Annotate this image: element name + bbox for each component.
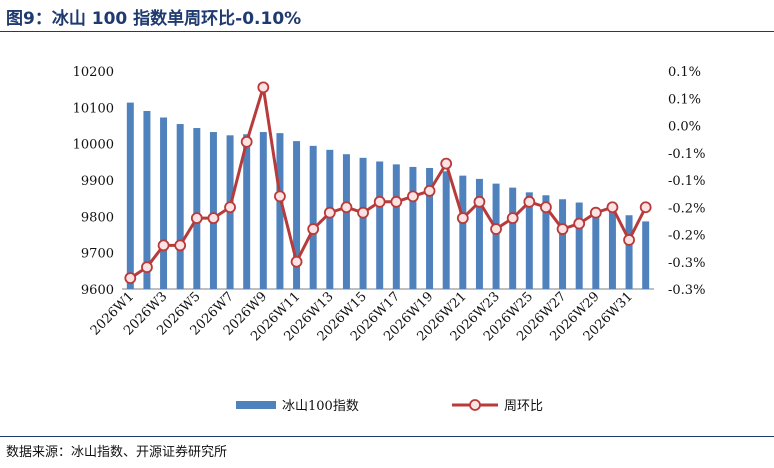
bar [559, 199, 567, 289]
legend-label: 周环比 [504, 399, 543, 414]
line-point [257, 81, 270, 94]
bar [293, 141, 301, 289]
legend-bar-swatch [236, 401, 276, 409]
left-axis-ticks: 10200 10100 10000 9900 9800 9700 9600 [73, 65, 114, 298]
bar [509, 187, 517, 289]
legend-label: 冰山100指数 [282, 399, 359, 414]
right-axis-ticks: 0.1% 0.1% 0.0% -0.1% -0.1% -0.2% -0.2% -0.3% -0.… [668, 65, 705, 298]
source-rule [0, 436, 774, 437]
line-point [207, 212, 220, 225]
line-point [506, 212, 519, 225]
line-point [523, 195, 536, 208]
line-point [323, 206, 336, 219]
line-point [357, 206, 369, 219]
left-tick-label: 10100 [73, 101, 114, 116]
line-point [540, 201, 552, 214]
bar [575, 202, 583, 289]
right-tick-label: -0.3% [668, 283, 705, 298]
x-axis-ticks: 2026W12026W32026W52026W72026W92026W11202… [88, 289, 636, 344]
bar [492, 183, 500, 289]
line-point [473, 195, 486, 208]
right-tick-label: 0.0% [668, 120, 701, 135]
line-point [373, 195, 386, 208]
bar [276, 133, 284, 289]
bar [475, 178, 483, 289]
right-tick-label: 0.1% [668, 92, 701, 107]
bar [376, 161, 384, 289]
line-point [157, 239, 170, 252]
right-tick-label: -0.2% [668, 201, 705, 216]
line-point [390, 195, 403, 208]
line-point [440, 157, 453, 170]
left-tick-label: 10200 [73, 65, 114, 80]
left-tick-label: 9800 [81, 210, 114, 225]
line-point [623, 234, 635, 246]
line-point [240, 135, 253, 148]
line-point [307, 223, 320, 235]
bar [143, 110, 151, 289]
line-point [190, 212, 203, 225]
bar [392, 164, 400, 289]
line-point [573, 217, 586, 230]
wow-line [129, 85, 648, 280]
bar [426, 168, 434, 289]
bar [259, 132, 267, 289]
bar [243, 134, 251, 289]
line-point [290, 255, 303, 268]
bar [126, 102, 134, 289]
right-tick-label: -0.2% [668, 229, 705, 244]
figure-title: 图9：冰山 100 指数单周环比-0.10% [6, 9, 302, 29]
line-point [340, 201, 353, 214]
right-tick-label: 0.1% [668, 65, 701, 80]
line-point [124, 272, 137, 285]
legend-line-marker [469, 399, 481, 411]
bar [326, 149, 334, 289]
bar [409, 166, 417, 289]
line-point [456, 212, 469, 225]
bar [193, 128, 201, 289]
bar [625, 215, 633, 289]
legend: 冰山100指数 周环比 [236, 399, 543, 414]
source-note: 数据来源：冰山指数、开源证券研究所 [6, 445, 228, 460]
line-point [490, 223, 502, 235]
line-point [589, 206, 602, 219]
line-point [606, 201, 619, 214]
left-tick-label: 10000 [73, 138, 114, 153]
line-point [141, 261, 153, 274]
line-point [639, 201, 652, 214]
line-point [407, 190, 419, 203]
right-tick-label: -0.1% [668, 147, 705, 162]
bar [359, 157, 367, 289]
left-tick-label: 9900 [81, 174, 114, 189]
bar [176, 124, 184, 290]
line-point [556, 223, 569, 235]
bar [160, 117, 168, 289]
left-tick-label: 9700 [81, 247, 114, 262]
bar [525, 192, 533, 289]
line-point [274, 190, 286, 203]
bar [459, 175, 467, 289]
bar [608, 211, 616, 289]
line-point [174, 239, 187, 252]
title-rule [0, 31, 774, 32]
bar [442, 171, 450, 289]
right-tick-label: -0.1% [668, 174, 705, 189]
line-point [423, 184, 436, 197]
bar [209, 132, 217, 289]
line-point [224, 201, 236, 214]
bar [642, 221, 650, 289]
bar [542, 195, 550, 289]
bar-series [126, 102, 650, 290]
right-tick-label: -0.3% [668, 256, 705, 271]
bar [592, 207, 600, 289]
left-tick-label: 9600 [81, 283, 114, 298]
bar [342, 154, 350, 289]
bar [309, 145, 317, 289]
line-series [124, 81, 652, 285]
